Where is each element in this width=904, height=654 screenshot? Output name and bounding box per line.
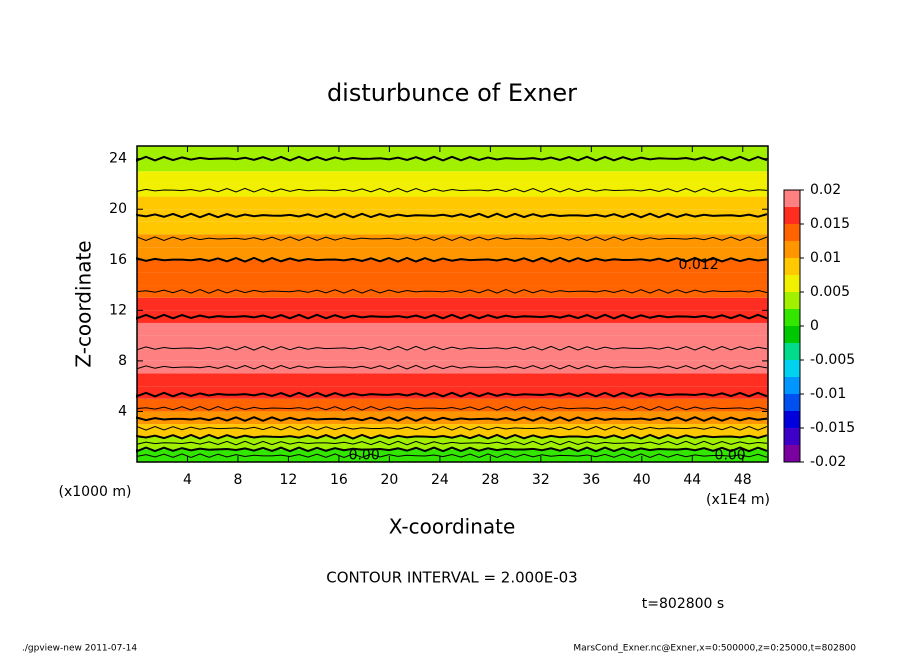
contour-line	[136, 345, 768, 351]
colorbar-band	[784, 360, 800, 377]
x-tick-label: 12	[280, 472, 298, 488]
colorbar-band	[784, 411, 800, 428]
x-tick-label: 32	[532, 472, 550, 488]
contour-line	[136, 289, 768, 294]
x-tick-label: 36	[582, 472, 600, 488]
contour-label: 0.012	[679, 257, 719, 273]
x-tick-label: 24	[431, 472, 449, 488]
contour-fill	[137, 373, 768, 387]
colorbar-tick-label: -0.01	[810, 386, 846, 402]
contour-fill	[137, 285, 768, 298]
y-tick-label: 24	[109, 151, 127, 167]
x-tick-label: 48	[734, 472, 752, 488]
contour-fill	[137, 449, 768, 462]
contour-line	[136, 212, 768, 219]
colorbar-tick-label: 0	[810, 318, 819, 334]
colorbar-band	[784, 394, 800, 411]
contour-fill	[137, 171, 768, 184]
y-unit: (x1000 m)	[59, 484, 132, 500]
contour-fill	[137, 436, 768, 450]
colorbar-band	[784, 309, 800, 326]
contour-line	[136, 416, 768, 422]
contour-fill	[137, 297, 768, 311]
contour-fill	[137, 360, 768, 374]
footer-right: MarsCond_Exner.nc@Exner,x=0:500000,z=0:2…	[573, 644, 856, 654]
chart-title: disturbunce of Exner	[327, 79, 577, 107]
contour-fill	[137, 411, 768, 425]
contour-line	[136, 391, 768, 398]
colorbar-band	[784, 258, 800, 275]
colorbar-band	[784, 326, 800, 343]
x-axis-label: X-coordinate	[389, 515, 516, 539]
contour-line	[136, 453, 768, 459]
contour-fill	[137, 259, 768, 273]
x-tick-label: 20	[380, 472, 398, 488]
y-tick-label: 16	[109, 252, 127, 268]
y-tick-label: 12	[109, 302, 127, 318]
y-tick-label: 20	[109, 201, 127, 217]
colorbar-band	[784, 428, 800, 445]
contour-fill	[137, 335, 768, 349]
contour-line	[136, 256, 768, 263]
contour-fill	[137, 272, 768, 286]
contour-line	[136, 440, 768, 446]
x-tick-label: 44	[683, 472, 701, 488]
contour-line	[136, 187, 768, 193]
contour-label: 0.00	[349, 448, 380, 464]
y-tick-label: 4	[118, 403, 127, 419]
contour-fill	[137, 183, 768, 197]
colorbar-tick-label: -0.005	[810, 352, 855, 368]
y-tick-label: 8	[118, 353, 127, 369]
colorbar-tick-label: -0.02	[810, 454, 846, 470]
contour-line	[136, 446, 768, 453]
contour-line	[136, 313, 768, 320]
colorbar-band	[784, 224, 800, 241]
contour-fill	[137, 146, 768, 159]
colorbar-band	[784, 241, 800, 258]
y-axis-label: Z-coordinate	[72, 240, 96, 367]
plot-frame	[136, 145, 769, 463]
contour-line	[136, 405, 768, 411]
colorbar-tick-label: -0.015	[810, 420, 855, 436]
x-tick-label: 16	[330, 472, 348, 488]
colorbar-tick-label: 0.005	[810, 284, 850, 300]
contour-fill	[137, 158, 768, 172]
colorbar-band	[784, 292, 800, 309]
contour-fill	[137, 221, 768, 235]
contour-fill	[137, 398, 768, 412]
x-tick-label: 40	[633, 472, 651, 488]
contour-fill	[137, 247, 768, 260]
x-tick-label: 4	[183, 472, 192, 488]
colorbar-band	[784, 190, 800, 207]
contour-fill	[137, 196, 768, 210]
contour-line	[136, 433, 768, 440]
time-label: t=802800 s	[642, 596, 724, 612]
colorbar-band	[784, 377, 800, 394]
contour-line	[136, 236, 768, 242]
colorbar-tick-label: 0.015	[810, 216, 850, 232]
contour-interval: CONTOUR INTERVAL = 2.000E-03	[326, 569, 577, 587]
contour-label: 0.00	[715, 448, 746, 464]
contour-fill	[137, 348, 768, 361]
colorbar-band	[784, 343, 800, 360]
colorbar-tick-label: 0.02	[810, 182, 841, 198]
contour-fill	[137, 310, 768, 323]
x-tick-label: 8	[233, 472, 242, 488]
contour-line	[136, 155, 768, 162]
x-unit: (x1E4 m)	[706, 492, 770, 508]
colorbar-band	[784, 275, 800, 292]
colorbar-band	[784, 207, 800, 224]
contour-line	[136, 364, 768, 370]
footer-left: ./gpview-new 2011-07-14	[22, 644, 137, 654]
colorbar-band	[784, 445, 800, 462]
contour-fill	[137, 322, 768, 336]
x-tick-label: 28	[481, 472, 499, 488]
colorbar-tick-label: 0.01	[810, 250, 841, 266]
contour-line	[136, 425, 768, 431]
